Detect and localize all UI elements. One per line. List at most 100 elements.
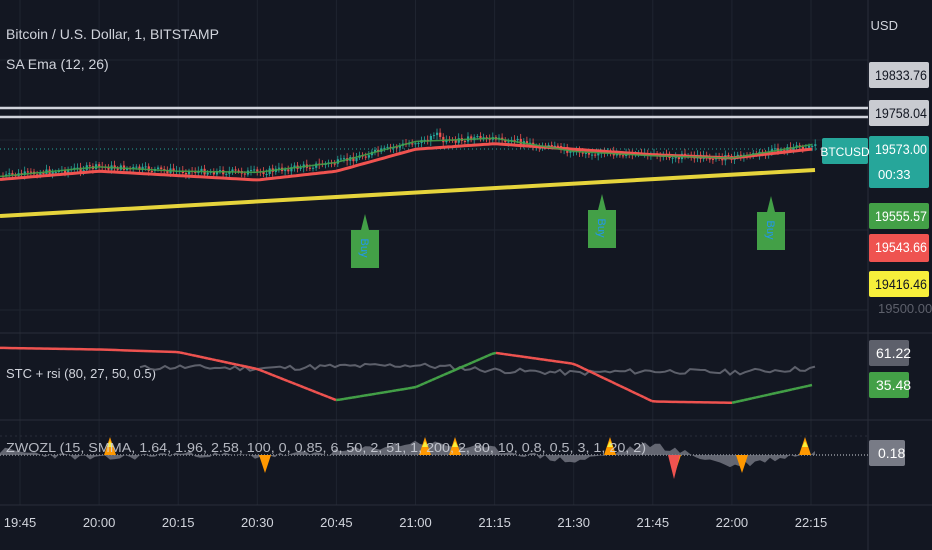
stc-value: 61.22 <box>876 345 911 361</box>
time-label: 21:00 <box>399 515 432 530</box>
candle <box>42 172 45 174</box>
stc-pane-title[interactable]: STC + rsi (80, 27, 50, 0.5) <box>6 366 156 381</box>
stc-line-segment <box>187 352 193 357</box>
candle <box>556 145 560 147</box>
buy-signal-marker <box>588 194 616 248</box>
stc-line-segment <box>255 367 261 372</box>
price-scale[interactable]: 19833.76 19758.04 19573.00 00:33 19555.57 195… <box>820 62 932 466</box>
candle <box>677 157 680 160</box>
buy-signal-marker <box>351 214 379 268</box>
buy-signals: Buy Buy Buy <box>351 194 785 268</box>
buy-signal-label: Buy <box>595 219 607 238</box>
stc-line-segment <box>787 388 793 392</box>
candle <box>352 157 355 162</box>
candle <box>597 153 600 156</box>
candle <box>135 166 138 168</box>
stc-line-segment <box>643 396 649 401</box>
stc-line-segment <box>795 386 801 390</box>
candle <box>184 172 188 175</box>
stc-line-segment <box>403 387 409 391</box>
stc-line-segment <box>411 385 417 390</box>
candle <box>414 143 417 145</box>
stc-line-segment <box>235 363 241 367</box>
candle <box>432 135 436 137</box>
stc-line-segment <box>307 387 313 392</box>
time-label: 20:45 <box>320 515 353 530</box>
symbol-tag-label[interactable]: BTCUSD <box>820 145 870 159</box>
stc-pane[interactable]: STC + rsi (80, 27, 50, 0.5) <box>0 346 816 405</box>
stc-line-segment <box>331 397 337 402</box>
stc-line-segment <box>747 397 753 401</box>
candle <box>395 147 398 149</box>
candle <box>172 168 175 171</box>
candle <box>581 152 584 154</box>
stc-line-segment <box>627 388 633 393</box>
stc-line-segment <box>195 354 201 358</box>
candle <box>308 167 312 169</box>
stc-line-segment <box>755 395 761 399</box>
stc-line-segment <box>191 353 197 358</box>
stc-line-segment <box>735 399 741 404</box>
stc-line-segment <box>483 354 489 359</box>
candle <box>215 171 219 175</box>
stc-line-segment <box>363 393 369 397</box>
candle <box>54 172 57 174</box>
candle <box>39 172 42 176</box>
stc-line-segment <box>431 377 437 382</box>
stc-line-segment <box>327 395 333 400</box>
stc-line-segment <box>771 391 777 396</box>
symbol-title[interactable]: Bitcoin / U.S. Dollar, 1, BITSTAMP <box>6 26 219 42</box>
trend-line <box>0 168 816 218</box>
time-label: 21:30 <box>557 515 590 530</box>
time-label: 20:00 <box>83 515 116 530</box>
candle <box>219 170 222 172</box>
indicator-lines <box>0 106 868 218</box>
stc-line-segment <box>207 357 213 361</box>
candle <box>727 154 730 156</box>
buy-signal: Buy <box>757 196 785 250</box>
candle <box>290 167 293 172</box>
stc-line-segment <box>531 356 537 360</box>
buy-signal: Buy <box>351 214 379 268</box>
price-label-box <box>869 100 929 126</box>
stc-line-segment <box>767 392 773 397</box>
stc-line-segment <box>391 389 397 393</box>
stc-line-segment <box>539 357 545 361</box>
symbol-tag[interactable]: BTCUSD <box>820 138 870 164</box>
zwozl-pane[interactable]: ZWOZL (15, SMMA, 1.64, 1.96, 2.58, 100, … <box>0 435 868 479</box>
price-label: 19833.76 <box>869 62 929 88</box>
candle <box>225 173 228 175</box>
candle <box>770 149 773 152</box>
stc-line-segment <box>267 372 273 376</box>
stc-line-segment <box>583 367 589 372</box>
extreme-marker <box>736 455 748 473</box>
candle <box>243 173 246 175</box>
candle <box>188 170 191 175</box>
candle <box>262 172 265 174</box>
candle <box>98 164 101 167</box>
stc-line-segment <box>407 386 413 390</box>
signal-marker <box>607 441 613 447</box>
stc-value-bg <box>869 340 909 366</box>
stc-line-segment <box>803 384 809 389</box>
signal-marker <box>107 441 113 447</box>
zwozl-pane-title[interactable]: ZWOZL (15, SMMA, 1.64, 1.96, 2.58, 100, … <box>6 440 646 455</box>
candle <box>594 154 597 156</box>
indicator-title[interactable]: SA Ema (12, 26) <box>6 56 109 72</box>
stc-line-segment <box>283 378 289 383</box>
time-label: 22:15 <box>795 515 828 530</box>
candle <box>671 157 674 159</box>
stc-line-segment <box>503 352 509 356</box>
stc-line-segment <box>251 366 257 370</box>
stc-line-segment <box>299 384 305 389</box>
candle <box>808 145 811 148</box>
stc-line-segment <box>519 355 525 359</box>
stc-line-segment <box>447 370 453 375</box>
candle <box>355 157 358 162</box>
time-axis[interactable]: 19:45 20:00 20:15 20:30 20:45 21:00 21:15 21:30… <box>4 515 828 530</box>
candle <box>476 136 479 138</box>
candle <box>194 171 197 173</box>
candle <box>277 167 281 169</box>
